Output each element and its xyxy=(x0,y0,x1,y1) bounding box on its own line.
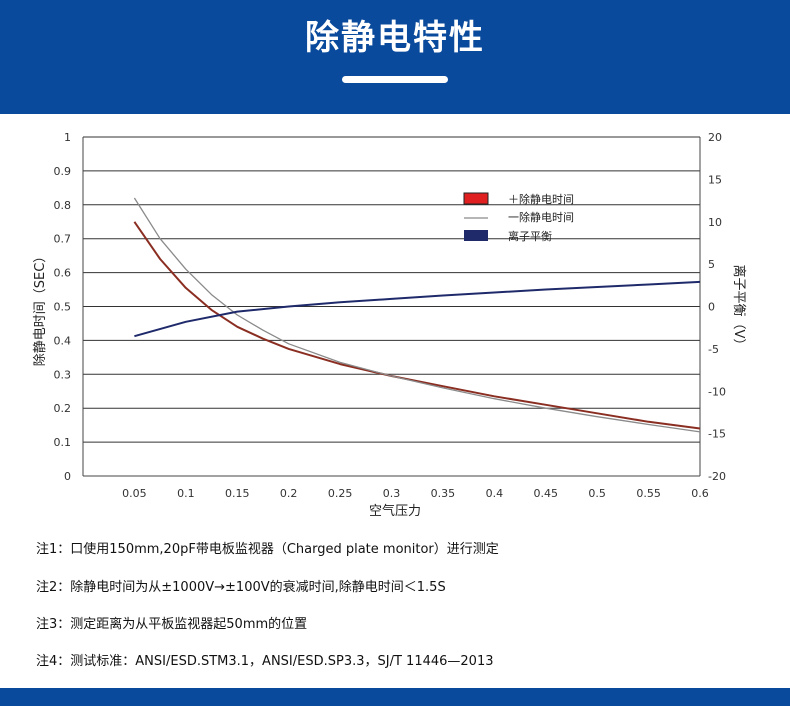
legend-label-balance: 离子平衡 xyxy=(508,229,552,243)
x-tick-label: 0.2 xyxy=(280,487,298,500)
y-tick-label: 0 xyxy=(64,470,71,483)
positive-discharge-line xyxy=(133,221,701,430)
y2-tick-label: -15 xyxy=(708,428,726,441)
header-band: 除静电特性 xyxy=(0,0,790,114)
y2-tick-label: 10 xyxy=(708,216,722,229)
note-4: 注4：测试标准：ANSI/ESD.STM3.1，ANSI/ESD.SP3.3，S… xyxy=(36,654,494,669)
static-elimination-chart: 0 0.1 0.2 0.3 0.4 0.5 0.6 0.7 0.8 0.9 1 -20 -15 -10 -5… xyxy=(33,131,747,519)
x-tick-label: 0.6 xyxy=(691,487,709,500)
legend-label-negative: 一除静电时间 xyxy=(508,210,574,224)
chart-legend: ＋除静电时间 一除静电时间 离子平衡 xyxy=(463,192,574,243)
negative-discharge-line xyxy=(133,197,701,433)
y-tick-label: 0.1 xyxy=(54,436,72,449)
footer-band xyxy=(0,688,790,706)
x-tick-label: 0.55 xyxy=(636,487,661,500)
y-tick-label: 0.3 xyxy=(54,368,72,381)
x-tick-label: 0.15 xyxy=(225,487,250,500)
y2-tick-label: -20 xyxy=(708,470,726,483)
y-tick-label: 0.5 xyxy=(54,301,72,314)
note-2: 注2：除静电时间为从±1000V→±100V的衰减时间,除静电时间＜1.5S xyxy=(36,580,446,595)
y-tick-label: 0.7 xyxy=(54,233,72,246)
x-tick-label: 0.4 xyxy=(486,487,504,500)
legend-swatch-positive xyxy=(463,192,489,205)
x-tick-label: 0.35 xyxy=(431,487,456,500)
page-title: 除静电特性 xyxy=(305,18,485,58)
ion-balance-line xyxy=(134,280,701,338)
y-axis-label: 除静电时间（SEC） xyxy=(33,250,48,367)
note-3: 注3：测定距离为从平板监视器起50mm的位置 xyxy=(36,617,308,632)
x-tick-label: 0.3 xyxy=(383,487,401,500)
y-tick-label: 0.2 xyxy=(54,402,72,415)
y-tick-label: 0.9 xyxy=(54,165,72,178)
x-axis-label: 空气压力 xyxy=(369,503,421,519)
y-tick-label: 0.6 xyxy=(54,267,72,280)
y-tick-label: 0.8 xyxy=(54,199,72,212)
legend-label-positive: ＋除静电时间 xyxy=(508,192,574,206)
x-tick-label: 0.1 xyxy=(177,487,195,500)
y2-axis-label: 离子平衡（V） xyxy=(731,265,747,352)
note-1: 注1：口使用150mm,20pF带电板监视器（Charged plate mon… xyxy=(36,542,499,557)
x-tick-label: 0.5 xyxy=(588,487,606,500)
y2-tick-label: 5 xyxy=(708,258,715,271)
y2-tick-label: 15 xyxy=(708,173,722,186)
chart-series xyxy=(133,197,701,433)
x-tick-label: 0.25 xyxy=(328,487,353,500)
x-tick-label: 0.05 xyxy=(122,487,147,500)
y-tick-label: 1 xyxy=(64,131,71,144)
x-tick-label: 0.45 xyxy=(534,487,559,500)
y2-tick-label: -5 xyxy=(708,343,719,356)
y-tick-label: 0.4 xyxy=(54,334,72,347)
y2-tick-label: 0 xyxy=(708,301,715,314)
chart-axes: 0 0.1 0.2 0.3 0.4 0.5 0.6 0.7 0.8 0.9 1 -20 -15 -10 -5… xyxy=(54,131,726,500)
legend-swatch-balance xyxy=(464,230,488,241)
y2-tick-label: -10 xyxy=(708,385,726,398)
title-underline xyxy=(342,76,448,83)
y2-tick-label: 20 xyxy=(708,131,722,144)
chart-grid xyxy=(83,136,700,443)
